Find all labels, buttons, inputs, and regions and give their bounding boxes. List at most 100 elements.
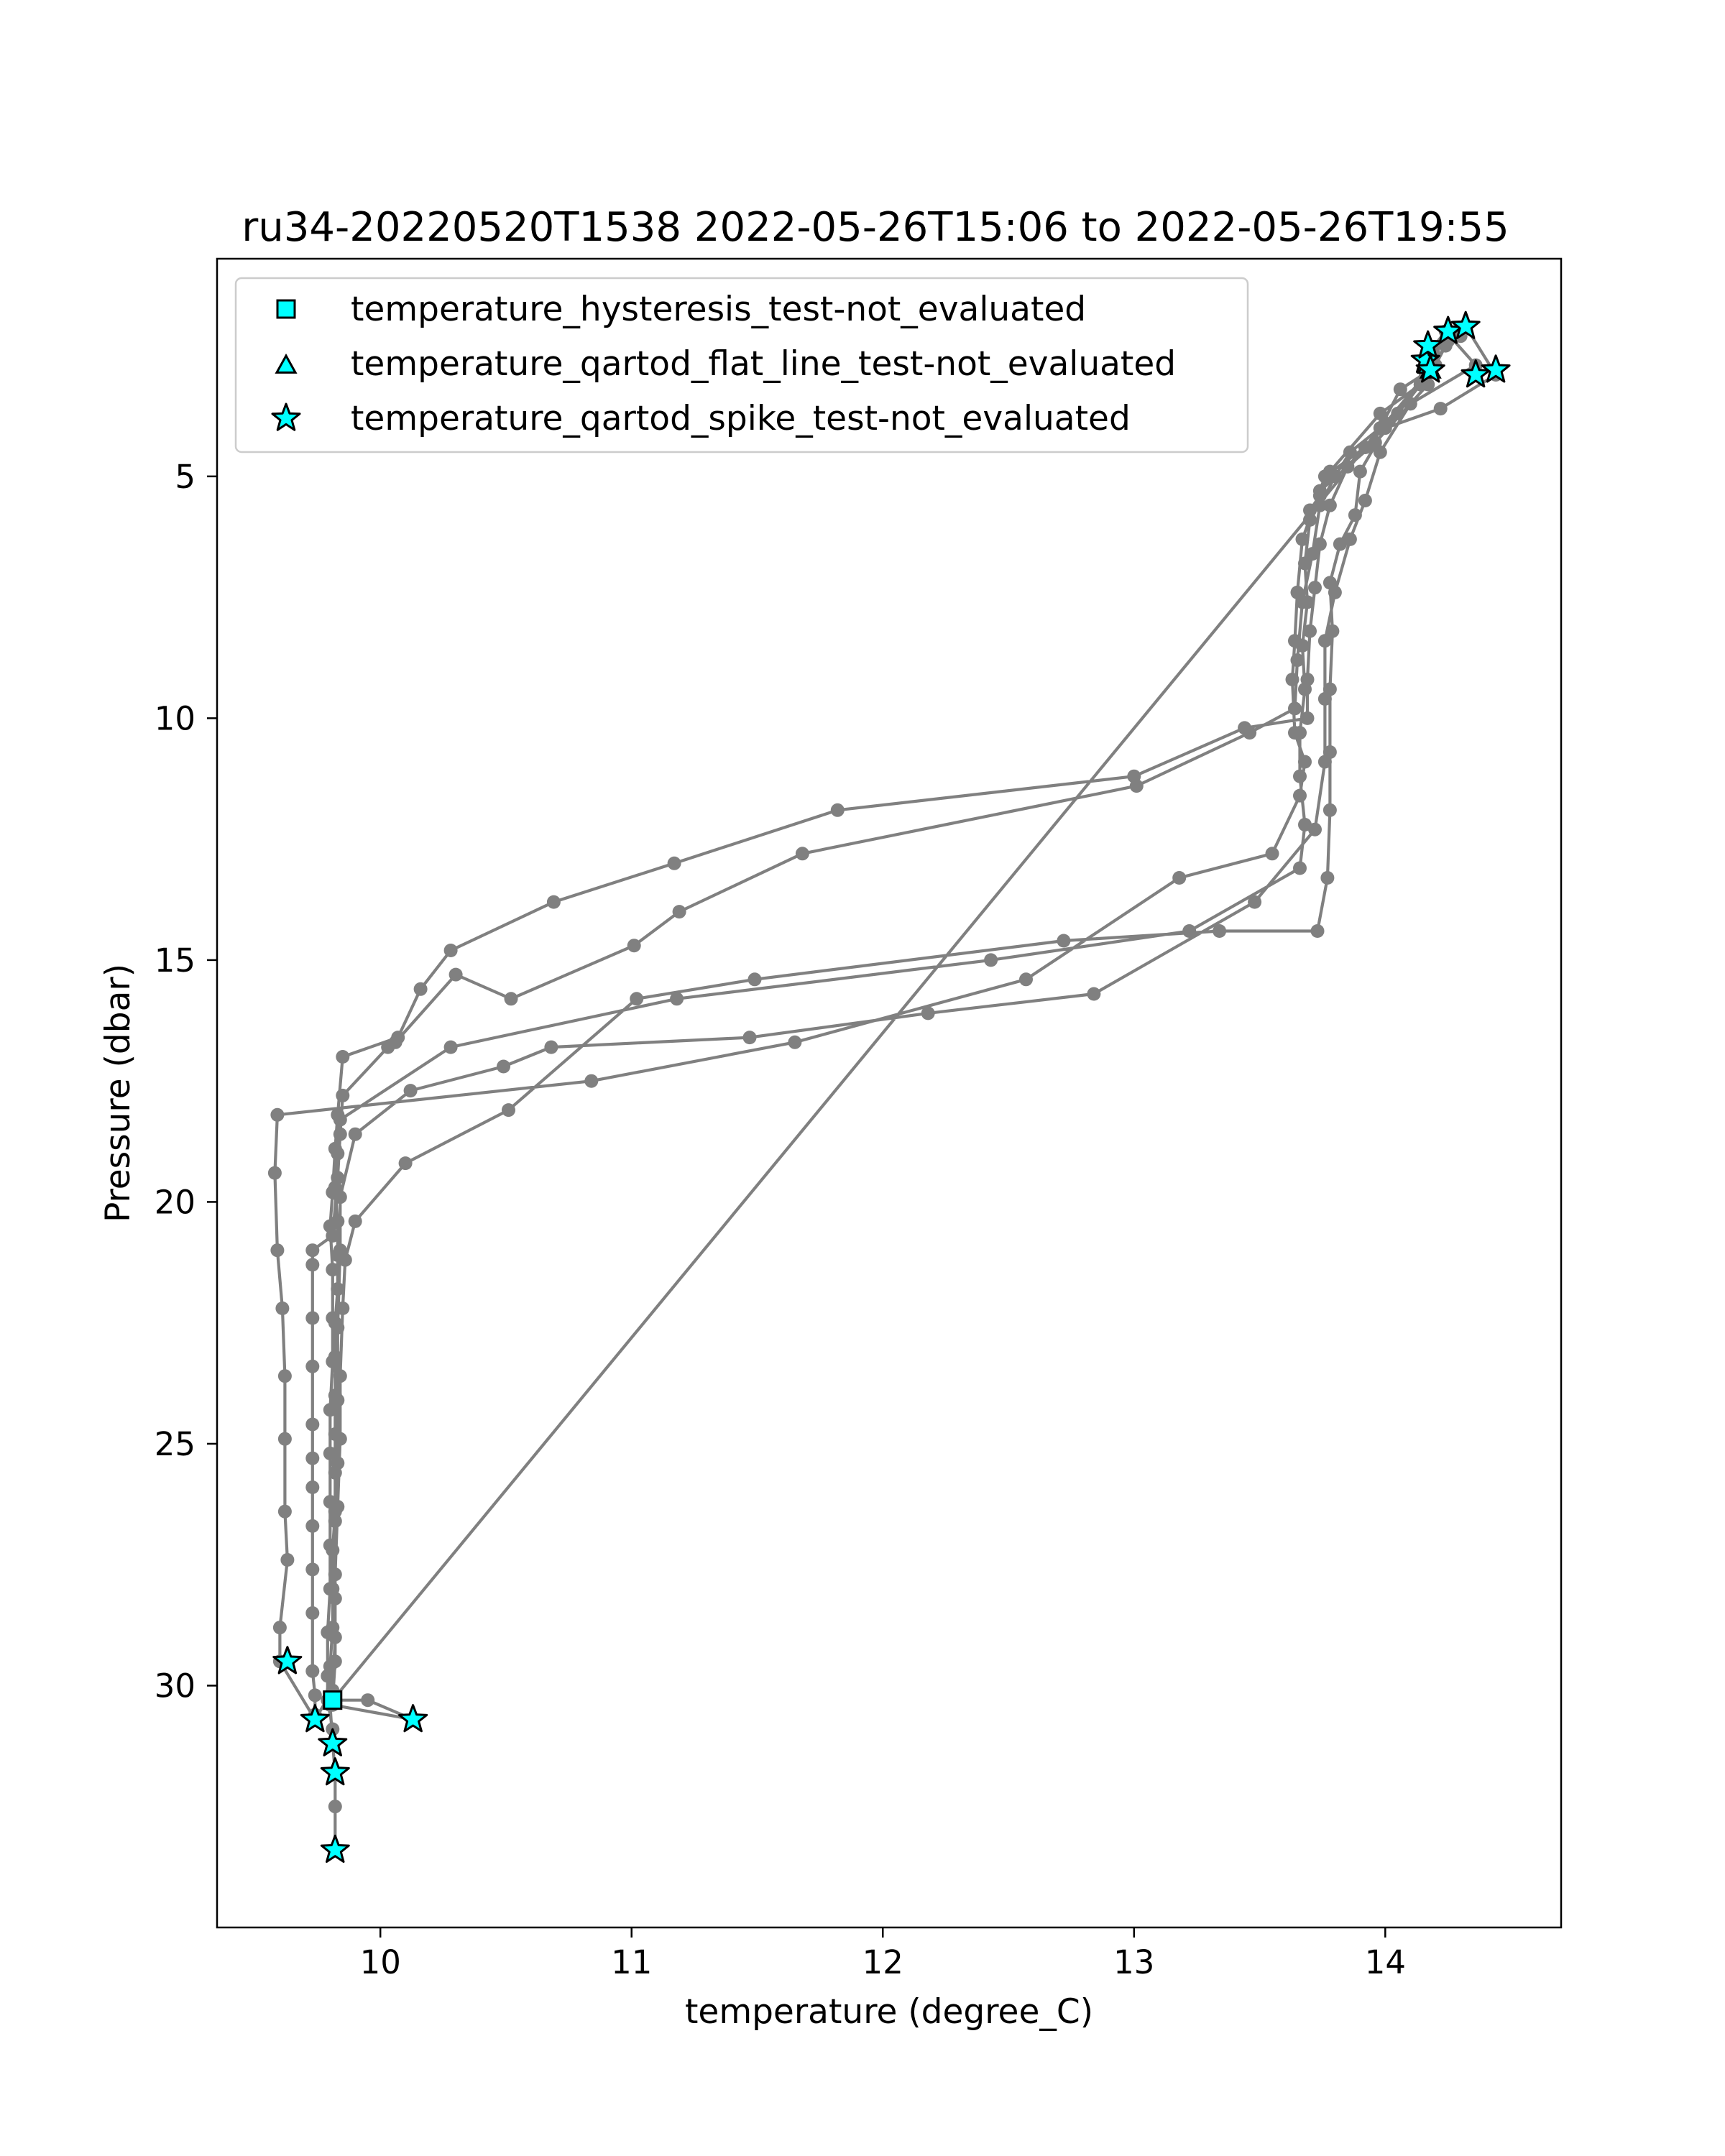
- data-point: [1317, 634, 1332, 648]
- data-point: [331, 1171, 345, 1185]
- data-point: [1373, 406, 1387, 420]
- data-point: [1300, 711, 1315, 725]
- data-point: [1293, 861, 1307, 875]
- data-point: [1348, 508, 1362, 522]
- data-point: [326, 1355, 340, 1368]
- data-point: [1303, 512, 1317, 527]
- data-point: [1293, 769, 1307, 783]
- data-point: [280, 1553, 295, 1567]
- data-point: [742, 1031, 757, 1045]
- data-point: [1343, 532, 1357, 546]
- y-tick-label: 25: [155, 1425, 196, 1463]
- data-point: [1213, 924, 1227, 938]
- x-tick-label: 14: [1365, 1943, 1406, 1981]
- data-point: [672, 905, 686, 919]
- data-point: [670, 992, 684, 1006]
- data-point: [1328, 469, 1342, 484]
- data-point: [1343, 445, 1357, 459]
- data-point: [502, 1103, 515, 1118]
- data-point: [305, 1311, 320, 1325]
- data-point: [504, 992, 518, 1006]
- data-point: [305, 1480, 320, 1494]
- data-point: [1310, 924, 1325, 938]
- data-point: [328, 1567, 342, 1582]
- data-point: [1298, 755, 1312, 769]
- x-tick-label: 10: [360, 1943, 401, 1981]
- data-point: [1358, 494, 1372, 507]
- spike-marker: [320, 1834, 350, 1863]
- data-point: [323, 1538, 337, 1552]
- data-point: [326, 1263, 340, 1277]
- data-point: [331, 1393, 345, 1407]
- data-point: [403, 1084, 418, 1098]
- data-point: [1129, 779, 1144, 793]
- data-point: [305, 1243, 320, 1258]
- data-point: [1293, 788, 1307, 803]
- data-point: [448, 967, 463, 982]
- data-point: [1019, 972, 1033, 987]
- data-point: [275, 1302, 290, 1315]
- data-point: [277, 1369, 292, 1383]
- data-point: [323, 1495, 337, 1509]
- data-point: [321, 1669, 335, 1683]
- data-point: [331, 1456, 345, 1470]
- y-tick-label: 10: [155, 699, 196, 737]
- hysteresis-marker: [323, 1690, 343, 1710]
- spike-marker: [1460, 359, 1491, 388]
- data-point: [326, 1229, 340, 1243]
- legend-label: temperature_qartod_spike_test-not_evalua…: [351, 399, 1131, 438]
- plot-frame: [216, 257, 1563, 1929]
- data-point: [584, 1074, 599, 1088]
- plot-area: [267, 310, 1511, 1863]
- data-point: [333, 1369, 347, 1383]
- data-point: [305, 1562, 320, 1577]
- data-point: [1322, 803, 1337, 817]
- data-point: [1303, 624, 1317, 638]
- data-point: [398, 1156, 413, 1171]
- legend-label: temperature_qartod_flat_line_test-not_ev…: [351, 344, 1176, 384]
- data-point: [270, 1243, 285, 1258]
- data-point: [1433, 402, 1448, 416]
- data-point: [277, 1504, 292, 1519]
- data-point: [1393, 382, 1407, 397]
- data-point: [336, 1302, 350, 1315]
- data-point: [1172, 871, 1187, 885]
- data-point: [305, 1519, 320, 1533]
- legend: temperature_hysteresis_test-not_evaluate…: [234, 277, 1249, 453]
- data-point: [336, 1050, 350, 1064]
- data-point: [1243, 726, 1257, 740]
- data-point: [1305, 547, 1320, 561]
- data-point: [326, 1311, 340, 1325]
- data-point: [544, 1040, 558, 1054]
- data-point: [308, 1688, 322, 1703]
- data-point: [305, 1359, 320, 1373]
- data-point: [1295, 595, 1310, 609]
- data-point: [1308, 822, 1322, 837]
- x-tick-label: 13: [1113, 1943, 1154, 1981]
- x-axis-label: temperature (degree_C): [685, 1992, 1093, 2032]
- x-axis-ticks: 10 11 12 13 14: [360, 1927, 1406, 1981]
- data-point: [1317, 755, 1332, 769]
- data-point: [413, 982, 428, 996]
- chart-title: ru34-20220520T1538 2022-05-26T15:06 to 2…: [242, 204, 1509, 251]
- y-tick-label: 30: [155, 1667, 196, 1705]
- data-point: [333, 1243, 347, 1258]
- data-point: [321, 1625, 335, 1639]
- data-point: [333, 1432, 347, 1446]
- data-point: [1391, 406, 1405, 420]
- data-point: [1057, 934, 1071, 948]
- data-point: [328, 1514, 342, 1529]
- spike-marker: [320, 1757, 350, 1786]
- data-point: [1312, 489, 1327, 503]
- data-point: [305, 1417, 320, 1432]
- data-point: [1308, 581, 1322, 595]
- data-point: [305, 1606, 320, 1620]
- data-point: [267, 1166, 282, 1180]
- data-point: [1182, 924, 1197, 938]
- data-point: [323, 1403, 337, 1417]
- x-tick-label: 12: [862, 1943, 903, 1981]
- data-point: [830, 803, 845, 817]
- data-point: [1328, 585, 1342, 599]
- data-point: [328, 1800, 342, 1814]
- data-point: [1288, 701, 1302, 716]
